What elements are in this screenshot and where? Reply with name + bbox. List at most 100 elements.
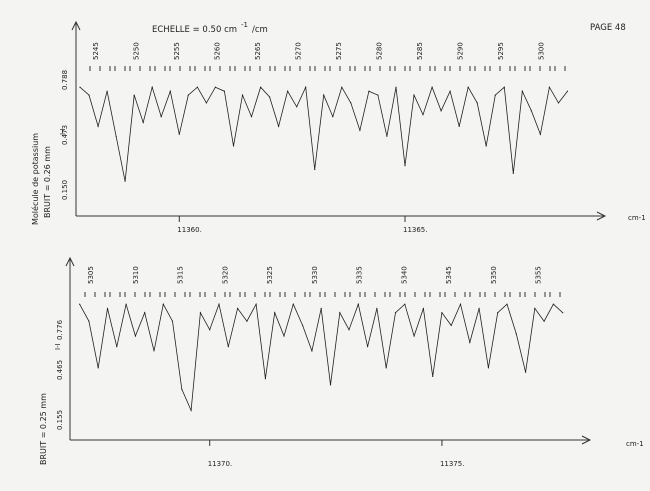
noise-label-top: BRUIT = 0.26 mm [43,146,52,218]
panel1-data-point [341,86,343,88]
panel1-y-axis-arrow [71,20,81,31]
scale-label: ECHELLE = 0.50 cm [152,25,237,35]
noise-label-bottom: BRUIT = 0.25 mm [39,393,48,465]
panel2-data-point [497,312,499,314]
panel2-y-tick-label: 0.465 [56,360,64,380]
panel1-data-point [557,102,560,104]
panel1-line-number-label: 5295 [497,42,505,60]
panel1-data-point [205,102,207,104]
panel1-data-point [539,133,542,135]
panel1-data-point [377,94,379,96]
panel1-data-point [223,90,225,92]
panel2-data-point [246,320,248,322]
panel2-data-point [339,312,341,314]
panel2-line-number-label: 5325 [266,266,274,284]
panel2-line-number-label: 5330 [311,266,319,284]
panel1-data-point [79,86,81,88]
panel2-data-point [218,303,220,305]
panel1-spectrum-trace [79,85,568,182]
panel2-data-point [125,303,127,305]
panel2-data-point [478,307,480,309]
panel1-data-point [151,86,153,88]
panel2-data-point [348,329,350,331]
panel2-x-axis-arrow [581,435,592,445]
panel1-data-point [187,94,189,96]
panel2-data-point [450,324,452,326]
panel1-line-number-label: 5260 [214,42,222,60]
panel1-data-point [530,110,533,112]
panel2-data-point [190,409,192,411]
panel1-data-point [241,94,244,96]
panel1-data-point [548,86,551,88]
panel2-data-point [209,329,211,331]
panel2-data-point [144,312,146,314]
panel1-data-point [305,86,307,88]
panel2-data-point [171,320,174,322]
panel2-data-point [292,303,294,305]
panel2-data-point [432,375,434,377]
panel1-data-point [422,114,424,116]
panel2-line-number-label: 5345 [445,266,453,284]
panel2-data-point [459,303,462,305]
panel2-x-tick-label: 11375. [440,460,465,468]
panel1-data-point [467,86,469,88]
panel1-data-point [458,125,460,127]
panel2-data-point [329,384,332,386]
panel2-line-number-label: 5320 [221,266,229,284]
trace-label-top: I-I [59,128,67,135]
panel2-data-point [525,371,527,373]
panel1-data-point [521,90,523,92]
panel1-line-number-label: 5275 [335,42,343,60]
panel1-data-point [232,145,235,147]
panel1-data-point [368,90,370,92]
panel2-line-number-label: 5350 [490,266,498,284]
panel1-line-number-label: 5245 [92,42,100,60]
panel1-data-point [142,121,144,124]
panel2-data-point [311,350,313,352]
panel1-data-point [260,86,262,88]
panel1-data-point [431,86,433,88]
panel2-line-number-label: 5310 [132,266,140,284]
panel2-data-point [367,346,369,348]
panel2-data-point [487,367,489,369]
panel2-data-point [181,388,183,390]
panel2-data-point [506,303,508,305]
panel1-data-point [476,102,478,104]
panel1-y-tick-label: 0.788 [61,70,69,90]
panel2-data-point [283,335,285,337]
panel2-data-point [469,341,471,343]
molecule-label: Molécule de potassium [30,133,40,225]
panel2-data-point [79,303,81,305]
panel1-data-point [359,129,361,131]
panel2-data-point [274,312,276,314]
top-panel: Molécule de potassium BRUIT = 0.26 mm I-… [30,128,646,225]
x-unit-bottom: cm-1 [626,440,644,448]
panel1-line-number-label: 5270 [295,42,303,60]
panel1-x-tick-label: 11360. [177,226,202,234]
panel2-data-point [385,367,387,369]
panel1-data-point [287,90,289,92]
panel2-data-point [134,335,136,337]
panel2-data-point [357,303,359,305]
x-unit-top: cm-1 [628,214,646,222]
panel2-line-number-label: 5305 [87,266,95,284]
panel2-data-point [441,312,443,314]
panel1-data-point [178,133,180,135]
page-header: ECHELLE = 0.50 cm -1 /cm PAGE 48 [152,21,626,35]
scale-suffix: /cm [252,25,268,35]
panel2-y-axis-arrow [65,256,75,267]
panel2-data-point [534,307,536,309]
panel1-data-point [566,90,569,92]
panel2-data-point [264,378,266,380]
panel1-data-point [314,168,316,171]
panel1-line-number-label: 5285 [416,42,424,60]
panel2-data-point [515,333,517,335]
panel2-data-point [404,303,406,305]
panel1-data-point [269,96,271,98]
panel1-data-point [485,145,487,147]
panel1-data-point [494,94,496,96]
page-number: PAGE 48 [590,23,626,33]
panel1-data-point [386,135,388,137]
